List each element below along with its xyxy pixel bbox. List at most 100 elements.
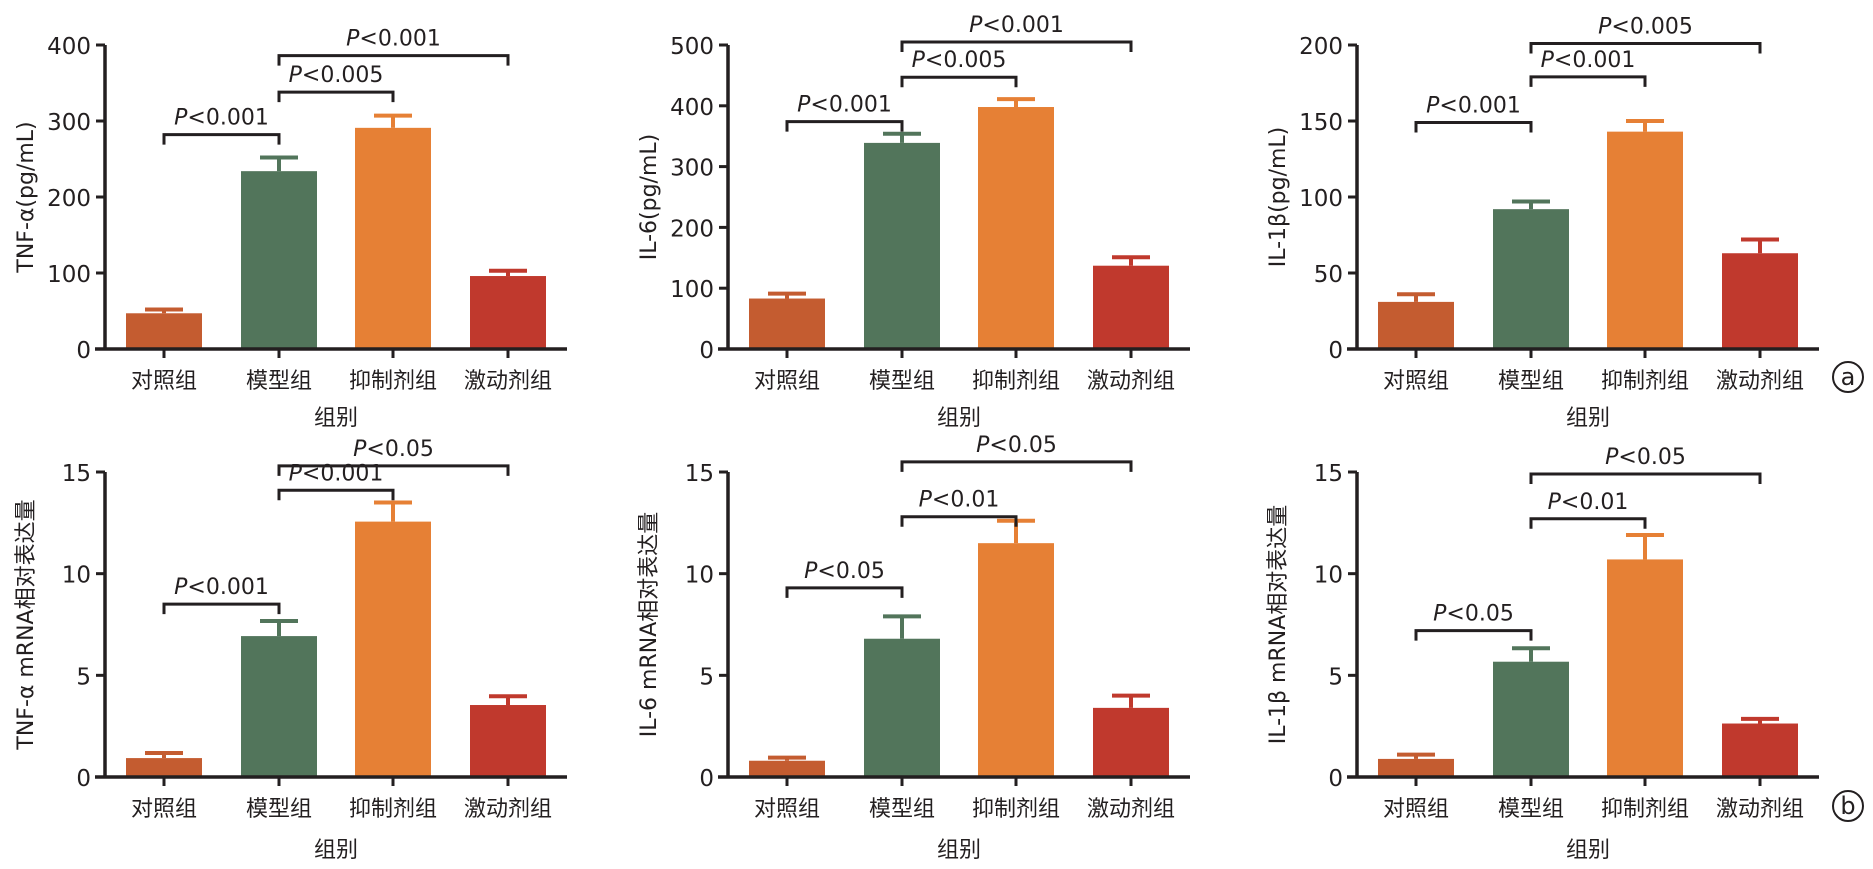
y-tick-label: 0 bbox=[76, 338, 91, 364]
category-label: 对照组 bbox=[131, 797, 197, 822]
p-value: <0.01 bbox=[1561, 490, 1628, 515]
p-symbol: P bbox=[174, 575, 188, 600]
p-value: <0.05 bbox=[1618, 445, 1685, 470]
bar bbox=[1378, 758, 1454, 777]
category-label: 对照组 bbox=[1383, 797, 1449, 822]
p-value: <0.005 bbox=[1611, 14, 1692, 39]
marker-letter: b bbox=[1840, 792, 1855, 820]
marker-circle bbox=[1832, 790, 1864, 822]
p-symbol: P bbox=[353, 437, 367, 462]
y-tick-label: 5 bbox=[699, 664, 714, 690]
significance-label: P<0.005 bbox=[1598, 14, 1693, 39]
bar bbox=[355, 521, 431, 777]
bar bbox=[749, 298, 825, 349]
y-axis-label: IL-6(pg/mL) bbox=[637, 134, 662, 261]
category-label: 对照组 bbox=[754, 797, 820, 822]
category-label: 抑制剂组 bbox=[349, 369, 437, 394]
category-label: 激动剂组 bbox=[1716, 369, 1804, 394]
bar bbox=[749, 760, 825, 777]
y-tick-label: 0 bbox=[1328, 766, 1343, 792]
category-label: 模型组 bbox=[1498, 797, 1564, 822]
category-label: 抑制剂组 bbox=[972, 369, 1060, 394]
significance-label: P<0.05 bbox=[1605, 445, 1686, 470]
y-tick-label: 200 bbox=[47, 186, 91, 212]
p-value: <0.05 bbox=[1446, 602, 1513, 627]
panel-marker-b: b bbox=[1832, 790, 1864, 822]
bar bbox=[355, 127, 431, 349]
significance-label: P<0.001 bbox=[346, 27, 441, 52]
category-label: 模型组 bbox=[246, 369, 312, 394]
y-tick-label: 5 bbox=[76, 664, 91, 690]
significance-label: P<0.05 bbox=[976, 433, 1057, 458]
p-symbol: P bbox=[1598, 14, 1612, 39]
marker-letter: a bbox=[1841, 363, 1856, 391]
category-label: 激动剂组 bbox=[464, 797, 552, 822]
significance-label: P<0.05 bbox=[353, 437, 434, 462]
significance-bracket bbox=[162, 602, 281, 615]
y-tick-label: 500 bbox=[670, 34, 714, 60]
significance-bracket bbox=[1529, 472, 1762, 485]
y-tick-label: 0 bbox=[699, 338, 714, 364]
significance-bracket bbox=[1414, 629, 1533, 641]
marker-circle bbox=[1832, 361, 1864, 393]
bar bbox=[241, 636, 317, 777]
category-label: 抑制剂组 bbox=[1601, 369, 1689, 394]
bar bbox=[1607, 559, 1683, 777]
bar bbox=[1093, 265, 1169, 349]
p-value: <0.001 bbox=[1554, 48, 1635, 73]
p-value: <0.001 bbox=[982, 13, 1063, 38]
y-tick-label: 300 bbox=[47, 110, 91, 136]
significance-label: P<0.05 bbox=[804, 559, 885, 584]
p-symbol: P bbox=[289, 461, 303, 486]
y-tick-label: 10 bbox=[1314, 563, 1343, 589]
significance-label: P<0.001 bbox=[1426, 94, 1521, 119]
category-label: 抑制剂组 bbox=[349, 797, 437, 822]
significance-bracket bbox=[277, 90, 395, 103]
y-axis-label: IL-6 mRNA相对表达量 bbox=[637, 512, 662, 738]
bar bbox=[1722, 723, 1798, 777]
bar bbox=[470, 705, 546, 777]
bar bbox=[864, 638, 940, 777]
p-value: <0.001 bbox=[359, 27, 440, 52]
y-tick-label: 15 bbox=[685, 461, 714, 487]
y-tick-label: 400 bbox=[670, 95, 714, 121]
y-tick-label: 100 bbox=[47, 262, 91, 288]
category-label: 模型组 bbox=[1498, 369, 1564, 394]
x-axis-label: 组别 bbox=[937, 406, 981, 431]
significance-label: P<0.001 bbox=[969, 13, 1064, 38]
p-symbol: P bbox=[976, 433, 990, 458]
y-tick-label: 15 bbox=[62, 461, 91, 487]
significance-bracket bbox=[785, 120, 904, 132]
y-tick-label: 0 bbox=[1328, 338, 1343, 364]
bar bbox=[1493, 661, 1569, 777]
p-symbol: P bbox=[912, 48, 926, 73]
category-label: 模型组 bbox=[869, 369, 935, 394]
p-value: <0.001 bbox=[187, 575, 268, 600]
x-axis-label: 组别 bbox=[314, 406, 358, 431]
significance-bracket bbox=[277, 488, 395, 501]
y-axis-label: TNF-α mRNA相对表达量 bbox=[14, 499, 39, 750]
x-axis-label: 组别 bbox=[1566, 838, 1610, 863]
y-tick-label: 200 bbox=[1299, 34, 1343, 60]
bar bbox=[126, 758, 202, 777]
significance-label: P<0.005 bbox=[289, 63, 384, 88]
p-symbol: P bbox=[1541, 48, 1555, 73]
significance-label: P<0.001 bbox=[797, 93, 892, 118]
significance-label: P<0.001 bbox=[1541, 48, 1636, 73]
significance-label: P<0.01 bbox=[919, 488, 1000, 513]
bar bbox=[241, 171, 317, 349]
category-label: 对照组 bbox=[754, 369, 820, 394]
p-symbol: P bbox=[346, 27, 360, 52]
y-tick-label: 15 bbox=[1314, 461, 1343, 487]
chart-panel-2: 对照组 模型组 抑制剂组 激动剂组 0 100 200 300 400 500 IL-6(pg/mL… bbox=[637, 13, 1190, 431]
p-value: <0.005 bbox=[925, 48, 1006, 73]
category-label: 抑制剂组 bbox=[1601, 797, 1689, 822]
bar bbox=[1722, 253, 1798, 349]
bar bbox=[126, 313, 202, 349]
x-axis-label: 组别 bbox=[1566, 406, 1610, 431]
y-tick-label: 300 bbox=[670, 156, 714, 182]
category-label: 激动剂组 bbox=[1716, 797, 1804, 822]
y-tick-label: 5 bbox=[1328, 664, 1343, 690]
